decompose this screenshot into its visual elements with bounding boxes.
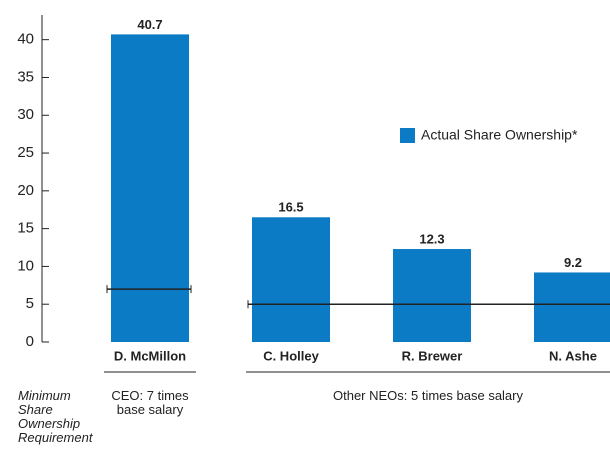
x-tick-label: R. Brewer xyxy=(402,348,463,363)
value-label: 12.3 xyxy=(419,231,444,246)
requirement-title: Minimum Share Ownership Requirement xyxy=(18,388,93,445)
y-tick-label: 5 xyxy=(26,295,34,312)
value-label: 16.5 xyxy=(278,200,303,215)
bar xyxy=(393,249,471,342)
y-tick-label: 25 xyxy=(17,144,34,161)
y-tick-label: 30 xyxy=(17,106,34,123)
y-tick-label: 10 xyxy=(17,257,34,274)
x-tick-label: N. Ashe xyxy=(549,348,597,363)
bar xyxy=(534,272,610,342)
legend-label: Actual Share Ownership* xyxy=(421,127,578,143)
bar xyxy=(111,34,189,342)
y-tick-label: 20 xyxy=(17,182,34,199)
value-label: 40.7 xyxy=(137,17,162,32)
y-tick-label: 0 xyxy=(26,333,34,350)
y-tick-label: 15 xyxy=(17,220,34,237)
y-tick-label: 40 xyxy=(17,31,34,48)
bar xyxy=(252,217,330,342)
x-tick-label: D. McMillon xyxy=(114,348,186,363)
y-tick-label: 35 xyxy=(17,68,34,85)
value-label: 9.2 xyxy=(564,255,582,270)
x-tick-label: C. Holley xyxy=(263,348,319,363)
legend-swatch xyxy=(400,128,415,143)
requirement-label: CEO: 7 times base salary xyxy=(111,388,189,417)
requirement-label: Other NEOs: 5 times base salary xyxy=(332,388,523,403)
